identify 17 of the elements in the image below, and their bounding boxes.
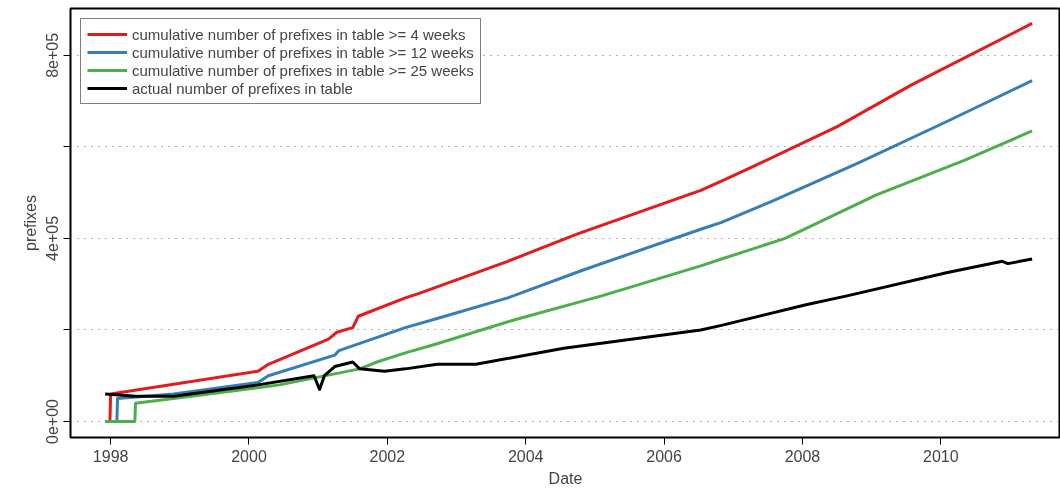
- y-tick-label: 4e+05: [44, 215, 62, 261]
- x-tick-label: 2010: [923, 447, 959, 465]
- x-tick-label: 2006: [646, 447, 682, 465]
- y-tick-label: 8e+05: [44, 32, 62, 78]
- legend-label: cumulative number of prefixes in table >= 4 weeks: [132, 25, 466, 43]
- x-tick-label: 2004: [507, 447, 544, 465]
- legend-label: cumulative number of prefixes in table >= 12 weeks: [132, 43, 474, 61]
- x-axis-title: Date: [548, 469, 583, 487]
- line-series: [103, 257, 1034, 398]
- x-tick-label: 2002: [369, 447, 406, 465]
- x-tick-label: 1998: [92, 447, 129, 465]
- legend-label: actual number of prefixes in table: [132, 79, 353, 97]
- y-tick-label: 0e+00: [44, 398, 62, 444]
- x-tick-label: 2000: [231, 447, 267, 465]
- legend-label: cumulative number of prefixes in table >= 25 weeks: [132, 61, 474, 79]
- x-tick-label: 2008: [784, 447, 821, 465]
- y-axis-title: prefixes: [21, 194, 39, 252]
